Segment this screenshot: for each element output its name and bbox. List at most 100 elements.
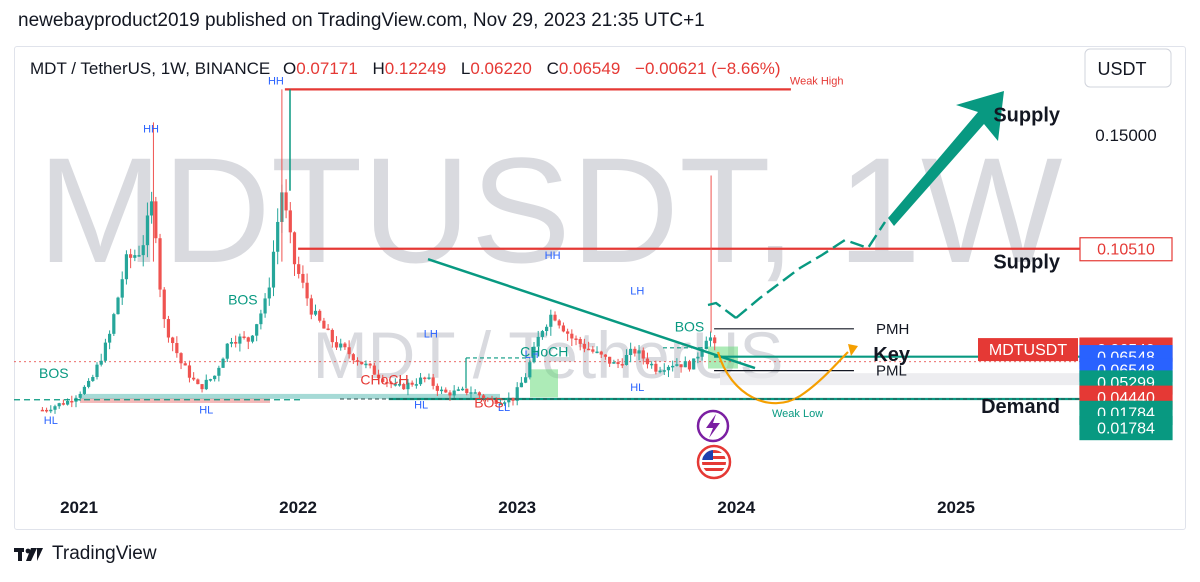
candle-body — [696, 356, 700, 359]
candle-body — [87, 380, 91, 387]
candle-body — [490, 398, 494, 401]
candle-body — [171, 337, 175, 344]
candle-body — [473, 392, 477, 394]
candle-body — [591, 349, 595, 352]
currency-label: USDT — [1098, 59, 1147, 79]
candle-body — [284, 192, 288, 211]
candle-body — [301, 273, 305, 283]
price-tag-value: 0.01784 — [1097, 421, 1155, 438]
drawings — [14, 91, 1080, 405]
symbol-name: MDT / TetherUS, 1W, BINANCE — [30, 59, 270, 78]
symbol-legend: MDT / TetherUS, 1W, BINANCE O0.07171 H0.… — [30, 59, 781, 78]
candle-body — [360, 361, 364, 365]
candle-body — [57, 403, 61, 407]
structure-label: LH — [630, 286, 644, 298]
level-label: PMH — [876, 321, 909, 338]
structure-label: BOS — [228, 292, 258, 308]
candle-body — [305, 282, 309, 299]
candle-body — [187, 365, 192, 378]
structure-label: CHoCH — [520, 344, 568, 360]
candle-body — [494, 399, 498, 404]
candle-body — [288, 210, 292, 233]
price-tag-symbol — [978, 338, 1078, 362]
zone-label: Key — [873, 344, 911, 366]
candle-body — [645, 358, 650, 365]
structure-label: BOS — [474, 394, 504, 410]
event-icons[interactable] — [696, 409, 732, 480]
candle-body — [44, 409, 49, 412]
candle-body — [355, 360, 360, 362]
candle-body — [137, 255, 141, 257]
y-tick-label: 0.15000 — [1095, 126, 1156, 145]
candle-body — [683, 361, 687, 368]
structure-label: LL — [498, 402, 510, 414]
x-tick-label: 2021 — [60, 498, 98, 517]
tradingview-logo-icon — [14, 545, 44, 563]
candle-body — [532, 346, 536, 363]
candle-body — [498, 403, 502, 405]
x-tick-label: 2025 — [937, 498, 975, 517]
trendline — [427, 257, 756, 370]
candle-body — [250, 335, 255, 342]
candle-body — [255, 324, 259, 336]
us-flag-icon[interactable] — [696, 444, 732, 480]
candle-body — [519, 382, 524, 388]
candle-body — [511, 397, 515, 401]
candle-body — [330, 329, 334, 343]
candle-body — [145, 215, 150, 246]
x-axis: 2021 2022 2023 2024 2025 — [60, 498, 975, 517]
structure-label: LH — [525, 349, 539, 361]
candle-body — [192, 377, 196, 380]
candle-body — [61, 403, 65, 405]
candle-body — [213, 375, 217, 380]
candle-body — [292, 232, 297, 265]
candle-body — [196, 379, 200, 385]
candle-body — [376, 374, 381, 379]
candle-body — [225, 343, 229, 359]
candle-body — [414, 384, 418, 386]
candle-body — [549, 314, 553, 327]
candle-body — [372, 365, 376, 375]
currency-button[interactable]: USDT — [1084, 48, 1172, 88]
candle-body — [53, 406, 57, 410]
candle-body — [700, 349, 704, 357]
price-tag — [1079, 416, 1173, 441]
candle-body — [271, 251, 276, 288]
candle-body — [641, 350, 645, 359]
candle-body — [570, 333, 574, 339]
candle-body — [439, 389, 444, 392]
structure-label: HL — [199, 405, 213, 417]
candle-body — [49, 409, 53, 412]
candle-body — [267, 287, 271, 299]
candle-body — [666, 366, 671, 371]
y-axis[interactable]: 0.15000 — [1095, 126, 1156, 145]
candle-body — [410, 382, 414, 385]
structure-label: HH — [268, 75, 284, 87]
candle-body — [418, 377, 423, 385]
candle-body — [595, 351, 599, 354]
structure-label: HL — [44, 415, 58, 427]
zone-label: Supply — [993, 105, 1061, 127]
candle-body — [297, 264, 301, 274]
candle-body — [99, 360, 103, 365]
candle-body — [351, 354, 355, 361]
candle-body — [397, 384, 402, 386]
grey-band — [720, 373, 1080, 386]
candle-body — [70, 400, 74, 403]
footer: TradingView — [14, 543, 157, 565]
candle-body — [183, 363, 187, 366]
svg-text:MDT / TetherUS, 1W, BINANCE: MDT / TetherUS, 1W, BINANCE O0.07171 H0.… — [30, 59, 781, 78]
structure-label: HL — [414, 400, 428, 412]
green-box — [530, 369, 558, 398]
candle-body — [662, 370, 666, 372]
structure-label: LH — [424, 329, 438, 341]
flash-icon[interactable] — [696, 409, 730, 443]
candle-body — [242, 336, 246, 338]
candle-body — [108, 333, 112, 343]
candle-body — [713, 337, 717, 344]
level-label: Weak Low — [772, 408, 823, 420]
candle-body — [624, 355, 629, 365]
candle-body — [456, 389, 460, 391]
